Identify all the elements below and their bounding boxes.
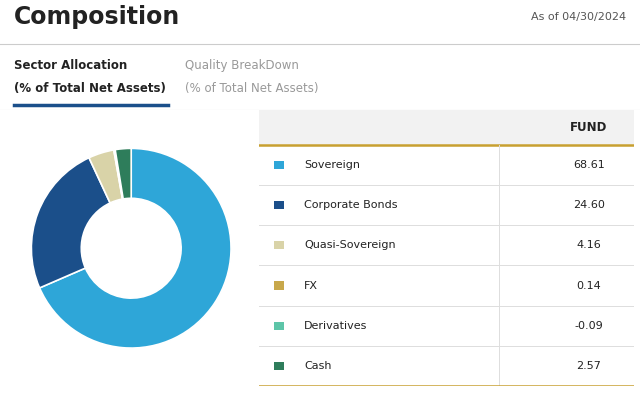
Text: Cash: Cash — [304, 361, 332, 371]
Text: FX: FX — [304, 281, 318, 290]
Text: Derivatives: Derivatives — [304, 321, 367, 331]
Text: Quasi-Sovereign: Quasi-Sovereign — [304, 240, 396, 250]
Text: 4.16: 4.16 — [576, 240, 601, 250]
Text: Corporate Bonds: Corporate Bonds — [304, 200, 397, 210]
Text: (% of Total Net Assets): (% of Total Net Assets) — [14, 82, 166, 95]
Text: (% of Total Net Assets): (% of Total Net Assets) — [185, 82, 319, 95]
Text: 24.60: 24.60 — [573, 200, 605, 210]
Bar — [274, 281, 284, 290]
Wedge shape — [115, 149, 131, 199]
Text: Sector Allocation: Sector Allocation — [14, 59, 127, 72]
Text: Sovereign: Sovereign — [304, 160, 360, 170]
Bar — [274, 362, 284, 370]
Text: FUND: FUND — [570, 121, 607, 134]
Wedge shape — [31, 158, 110, 288]
Bar — [274, 161, 284, 169]
Bar — [274, 322, 284, 330]
Bar — [274, 241, 284, 249]
Bar — [274, 201, 284, 209]
Text: As of 04/30/2024: As of 04/30/2024 — [531, 12, 626, 22]
Wedge shape — [114, 150, 123, 199]
Text: Quality BreakDown: Quality BreakDown — [185, 59, 299, 72]
Text: 2.57: 2.57 — [576, 361, 601, 371]
Text: Composition: Composition — [14, 5, 180, 29]
Wedge shape — [115, 150, 123, 199]
Text: -0.09: -0.09 — [574, 321, 603, 331]
Wedge shape — [89, 150, 122, 203]
Wedge shape — [40, 149, 231, 348]
Bar — [259, 110, 634, 145]
Text: 68.61: 68.61 — [573, 160, 605, 170]
Text: 0.14: 0.14 — [576, 281, 601, 290]
